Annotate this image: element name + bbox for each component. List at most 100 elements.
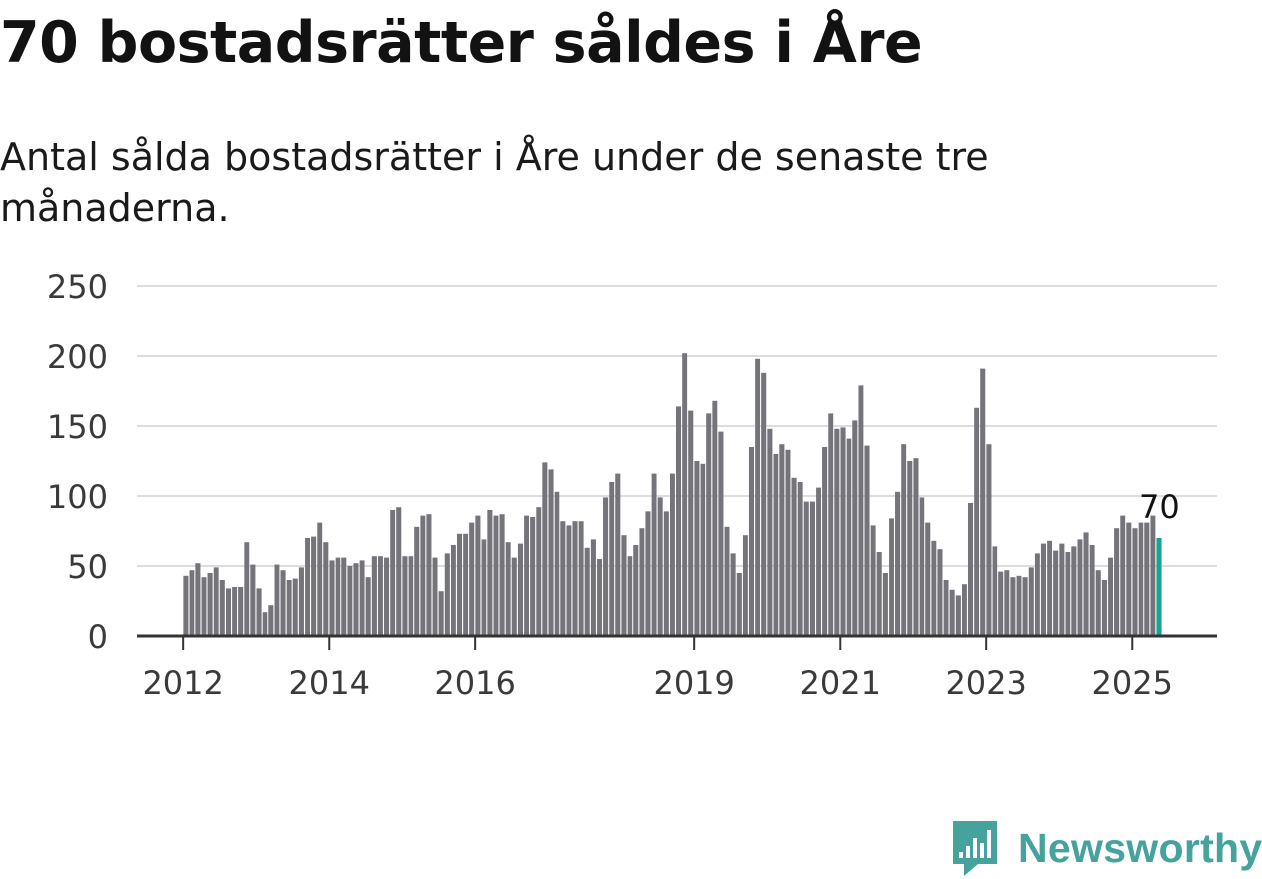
y-tick-label: 200 <box>47 338 108 376</box>
bar <box>560 521 566 636</box>
logo-bar <box>980 843 984 858</box>
bar <box>420 515 426 636</box>
bar <box>359 560 365 636</box>
bar <box>195 563 201 636</box>
bar <box>183 575 189 636</box>
bar <box>603 497 609 636</box>
bar <box>1138 522 1144 636</box>
logo-bar <box>959 852 963 858</box>
bar <box>262 612 268 636</box>
bar <box>828 413 834 636</box>
bar <box>1132 528 1138 636</box>
bar <box>1095 570 1101 636</box>
bar <box>852 420 858 636</box>
bar <box>365 577 371 636</box>
bar <box>426 514 432 636</box>
bar <box>274 564 280 636</box>
bar <box>1040 543 1047 636</box>
bar <box>1010 577 1016 636</box>
bar <box>1071 546 1077 636</box>
bar <box>378 556 383 636</box>
bar <box>992 546 998 636</box>
bar <box>639 528 645 636</box>
bar <box>244 542 250 636</box>
bar <box>1016 575 1022 636</box>
bar <box>371 556 377 636</box>
bar <box>225 588 232 636</box>
bar <box>767 428 773 636</box>
bar <box>980 368 986 636</box>
bar <box>511 557 517 636</box>
x-tick-label: 2023 <box>945 664 1026 702</box>
y-tick-label: 250 <box>47 268 108 306</box>
bar <box>822 447 828 636</box>
chart-subtitle: Antal sålda bostadsrätter i Åre under de… <box>0 135 989 230</box>
bar <box>524 515 530 636</box>
bar <box>444 553 450 636</box>
bar <box>456 533 463 636</box>
bar <box>317 522 323 636</box>
bar <box>311 536 317 636</box>
logo-bar <box>966 846 970 858</box>
bar <box>609 482 615 636</box>
bar <box>670 473 675 636</box>
bar <box>1047 540 1053 636</box>
bar <box>700 463 706 636</box>
bar-highlight <box>1156 538 1162 636</box>
bar <box>724 526 730 636</box>
bar <box>590 539 596 636</box>
bar <box>791 477 797 636</box>
bar <box>1022 577 1028 636</box>
bar <box>816 487 822 636</box>
bar <box>961 584 967 636</box>
bar <box>864 445 870 636</box>
bar <box>1065 552 1071 636</box>
bar <box>1120 515 1126 636</box>
bar <box>1144 522 1150 636</box>
bar <box>1089 545 1095 636</box>
bar <box>876 552 882 636</box>
bar <box>323 542 329 636</box>
bar <box>925 522 931 636</box>
bar <box>1108 557 1113 636</box>
bar <box>584 547 590 636</box>
logo-bar <box>987 830 991 858</box>
bar <box>329 560 335 636</box>
bar <box>870 525 876 636</box>
bar <box>517 543 523 636</box>
bar <box>280 570 286 636</box>
bar <box>487 510 493 636</box>
bar <box>974 407 980 636</box>
newsworthy-logo-icon <box>953 821 997 876</box>
bar <box>755 358 761 636</box>
bar <box>1101 580 1107 636</box>
bar <box>481 539 487 636</box>
bar <box>536 507 542 636</box>
bar <box>542 462 548 636</box>
bar <box>219 580 225 636</box>
bar <box>943 580 949 636</box>
bar <box>1028 567 1034 636</box>
bar <box>858 385 864 636</box>
bar <box>937 549 943 636</box>
bar <box>803 501 809 636</box>
bar <box>572 521 578 636</box>
x-tick-label: 2012 <box>142 664 223 702</box>
bar <box>718 431 724 636</box>
bar <box>463 533 469 636</box>
x-tick-label: 2019 <box>653 664 734 702</box>
bar <box>663 511 669 636</box>
bar <box>305 538 310 636</box>
bar <box>657 497 663 636</box>
bar <box>712 400 718 636</box>
bar <box>286 580 292 636</box>
x-tick-label: 2025 <box>1092 664 1173 702</box>
bar <box>694 461 700 636</box>
chart-title: 70 bostadsrätter såldes i Åre <box>0 10 923 76</box>
bar <box>846 438 852 636</box>
bar <box>748 447 755 636</box>
bar <box>499 514 505 636</box>
brand-name: Newsworthy <box>1018 824 1262 871</box>
logo-bar <box>973 838 977 858</box>
bar <box>414 526 420 636</box>
